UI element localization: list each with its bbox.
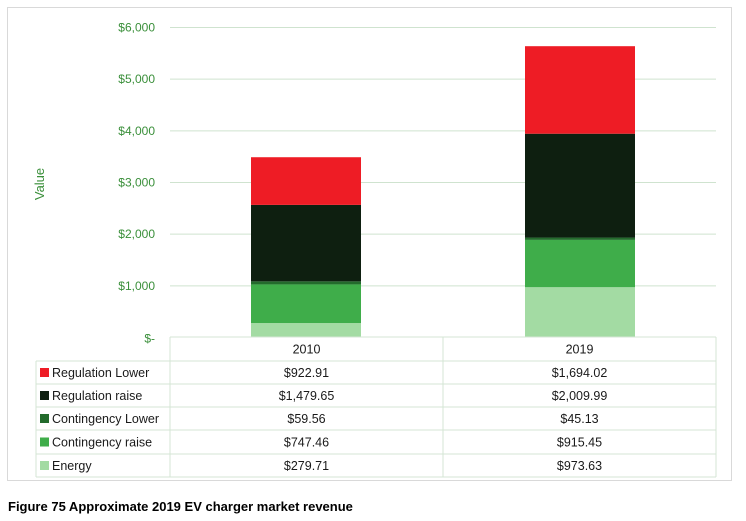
y-tick-label: $5,000 bbox=[118, 72, 155, 86]
bars bbox=[251, 46, 635, 338]
table-row-label: Regulation Lower bbox=[52, 366, 149, 380]
table-cell-value: $1,479.65 bbox=[279, 389, 335, 403]
table-cell-value: $1,694.02 bbox=[552, 366, 608, 380]
bar-regulation-lower-2019 bbox=[525, 46, 635, 134]
y-axis-label: Value bbox=[32, 168, 47, 200]
y-tick-label: $3,000 bbox=[118, 176, 155, 190]
table-cell-value: $279.71 bbox=[284, 459, 329, 473]
legend-swatch-regulation-raise bbox=[40, 391, 49, 400]
y-tick-label: $6,000 bbox=[118, 21, 155, 35]
table-cell-value: $59.56 bbox=[287, 412, 325, 426]
table-header-2010: 2010 bbox=[293, 343, 321, 357]
stacked-bar-chart: $- $1,000 $2,000 $3,000 $4,000 $5,000 $6,000 V… bbox=[32, 21, 717, 478]
table-cell-value: $747.46 bbox=[284, 436, 329, 450]
table-cell-value: $922.91 bbox=[284, 366, 329, 380]
y-tick-label: $2,000 bbox=[118, 227, 155, 241]
legend-swatch-energy bbox=[40, 461, 49, 470]
table-row-label: Energy bbox=[52, 459, 92, 473]
table-cell-value: $973.63 bbox=[557, 459, 602, 473]
table-header-2019: 2019 bbox=[566, 343, 594, 357]
bar-regulation-raise-2019 bbox=[525, 133, 635, 238]
legend-swatch-contingency-lower bbox=[40, 414, 49, 423]
data-table: 2010 2019 Regulation Lower $922.91 $1,694.02… bbox=[35, 336, 717, 478]
chart-frame bbox=[7, 7, 732, 481]
bar-regulation-lower-2010 bbox=[251, 157, 361, 205]
y-tick-label: $- bbox=[144, 332, 155, 346]
bar-regulation-raise-2010 bbox=[251, 204, 361, 282]
bar-energy-2010 bbox=[251, 323, 361, 338]
y-tick-label: $1,000 bbox=[118, 279, 155, 293]
legend-swatch-regulation-lower bbox=[40, 368, 49, 377]
table-row-label: Contingency raise bbox=[52, 436, 152, 450]
figure-caption: Figure 75 Approximate 2019 EV charger ma… bbox=[8, 499, 353, 514]
legend-swatch-contingency-raise bbox=[40, 437, 49, 447]
bar-contingency-raise-2010 bbox=[251, 284, 361, 324]
bar-energy-2019 bbox=[525, 287, 635, 338]
table-cell-value: $45.13 bbox=[560, 412, 598, 426]
table-cell-value: $915.45 bbox=[557, 436, 602, 450]
table-row-label: Regulation raise bbox=[52, 389, 142, 403]
bar-contingency-raise-2019 bbox=[525, 239, 635, 288]
table-cell-value: $2,009.99 bbox=[552, 389, 608, 403]
bar-contingency-lower-2010 bbox=[251, 281, 361, 285]
y-tick-label: $4,000 bbox=[118, 124, 155, 138]
table-row-label: Contingency Lower bbox=[52, 412, 159, 426]
bar-contingency-lower-2019 bbox=[525, 237, 635, 240]
